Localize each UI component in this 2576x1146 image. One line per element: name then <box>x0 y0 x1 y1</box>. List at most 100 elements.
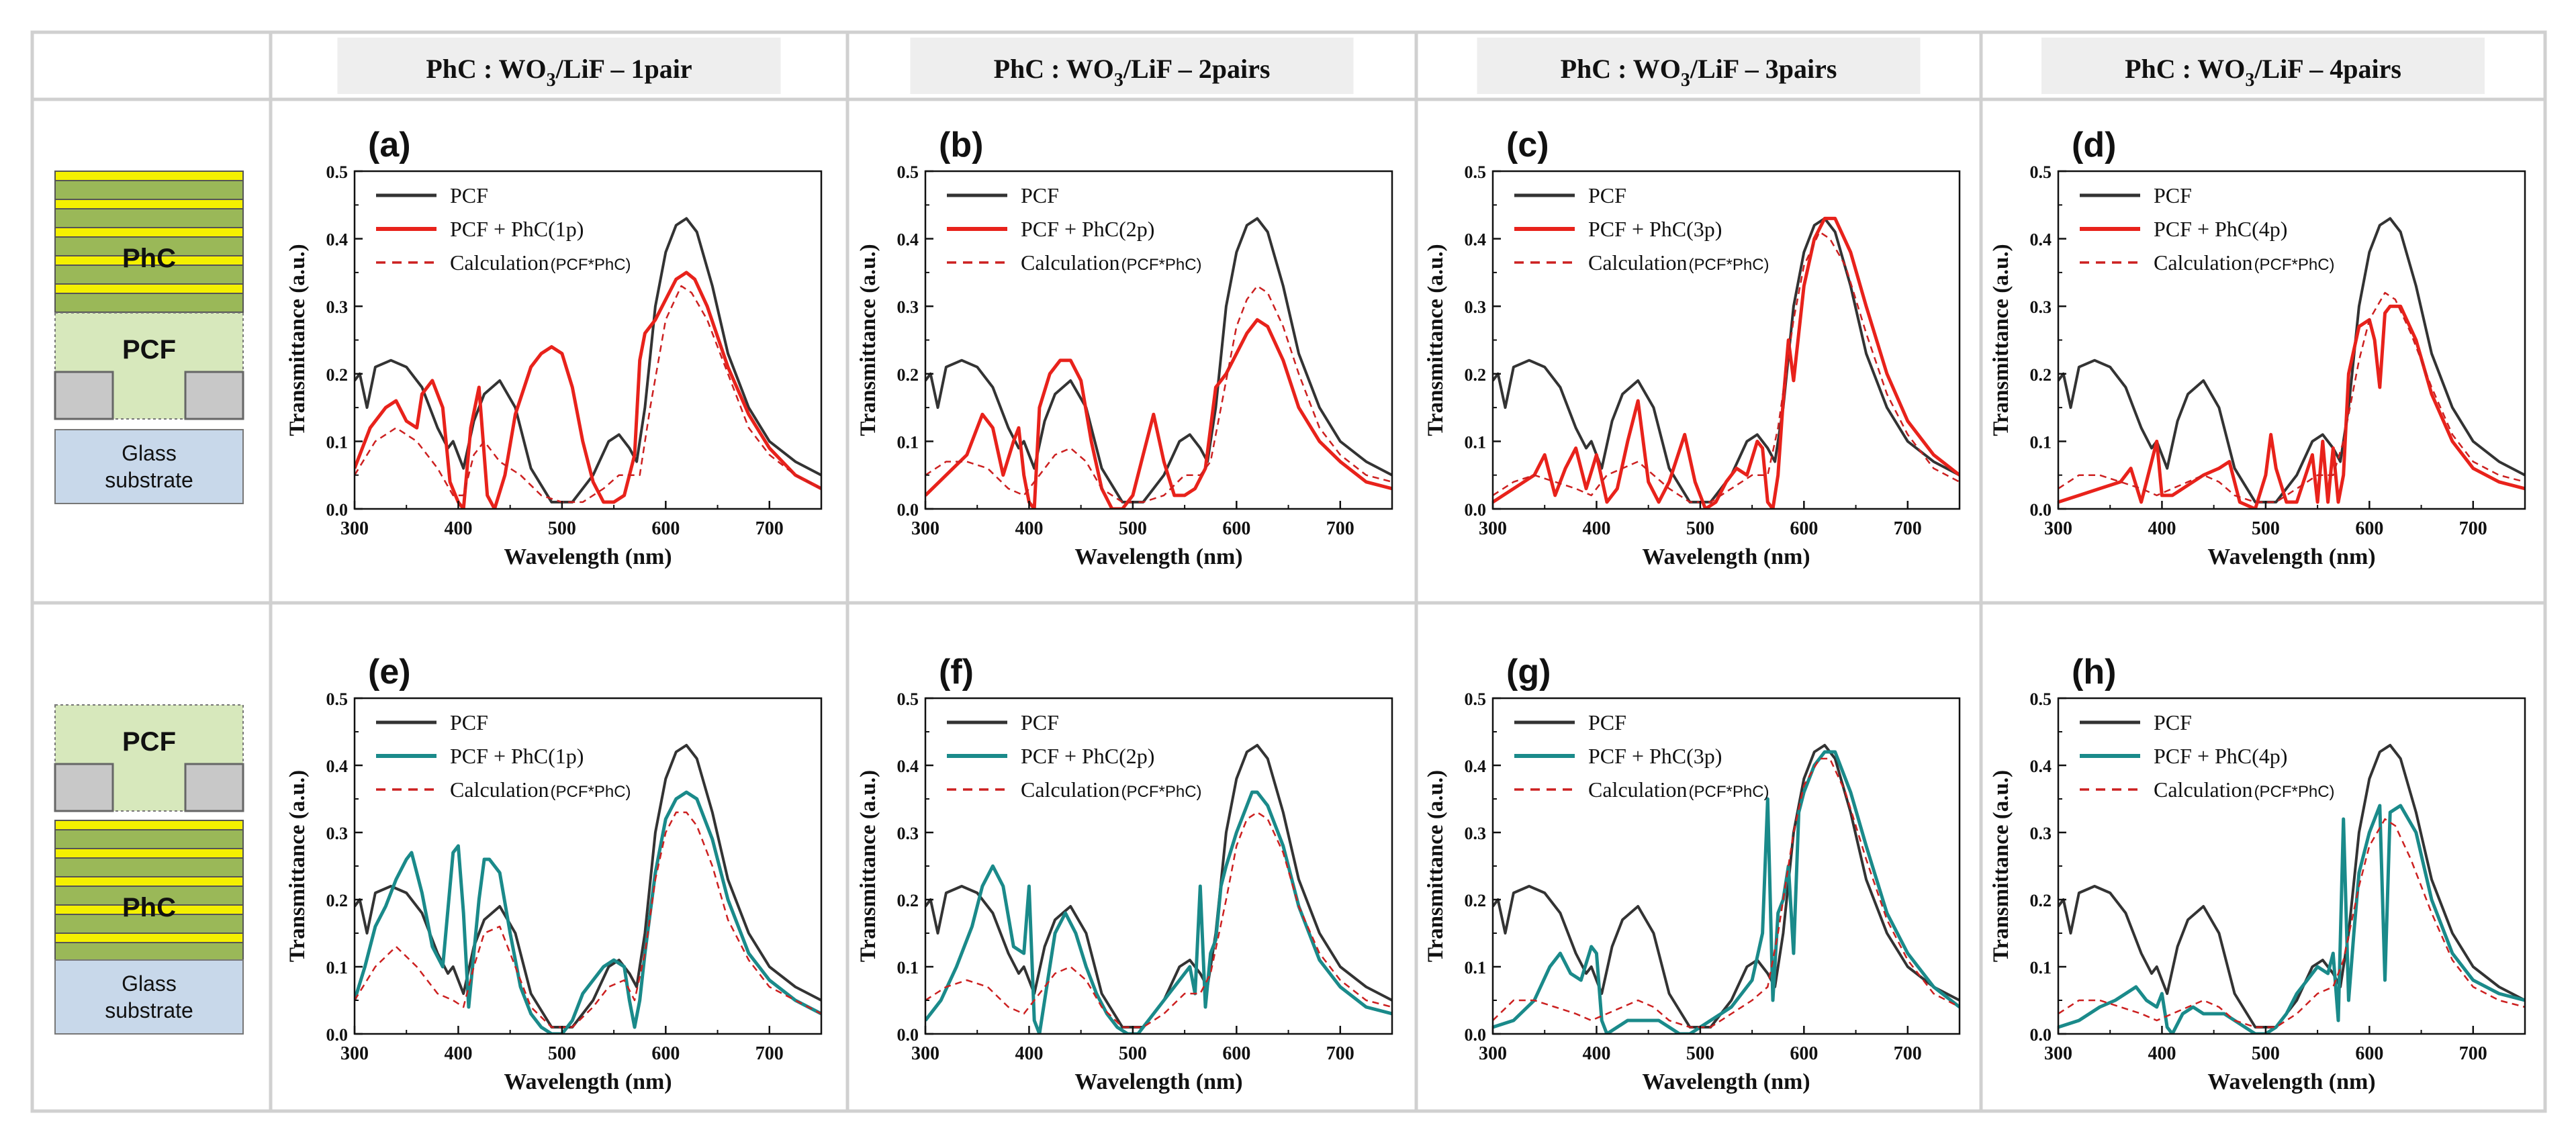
y-tick-label: 0.3 <box>326 297 349 317</box>
x-tick-label: 500 <box>1119 518 1147 539</box>
series-line-calc <box>925 285 1392 504</box>
panel-d: 300 400 500 600 700 0.0 0.1 0.2 0.3 0.4 0.5 Wavelen… <box>1989 126 2526 569</box>
x-tick-label: 300 <box>911 1043 939 1064</box>
y-tick-label: 0.1 <box>1465 432 1487 452</box>
schematic-top: PhC PCF Glass substrate <box>54 171 244 504</box>
series-line-calc <box>355 285 821 504</box>
legend-label-calc-suffix: (PCF*PhC) <box>1689 783 1769 801</box>
y-tick-label: 0.0 <box>2030 500 2052 520</box>
y-tick-label: 0.0 <box>1465 500 1487 520</box>
column-header-1: PhC : WO3/LiF – 1pair <box>426 54 692 91</box>
legend-label-pcf: PCF <box>450 710 488 734</box>
x-tick-label: 600 <box>2355 518 2383 539</box>
y-tick-label: 0.4 <box>1465 757 1487 776</box>
figure-frame <box>30 30 2547 1113</box>
legend-label-top_sample: PCF + PhC(1p) <box>450 217 584 241</box>
legend-label-calc-suffix: (PCF*PhC) <box>551 256 631 274</box>
x-tick-label: 700 <box>1894 518 1922 539</box>
y-tick-label: 0.2 <box>1465 365 1487 385</box>
column-header-suffix: /LiF – 1pair <box>555 54 692 84</box>
y-tick-label: 0.0 <box>326 500 349 520</box>
panel-letter: (a) <box>368 126 411 164</box>
series-line-bottom_sample <box>2058 804 2525 1034</box>
x-axis-label: Wavelength (nm) <box>1074 1069 1242 1094</box>
column-header-sub: 3 <box>547 70 556 91</box>
series-line-calc <box>1493 757 1960 1029</box>
phc-layer-wo3 <box>54 848 244 859</box>
y-tick-label: 0.5 <box>897 689 919 709</box>
y-tick-label: 0.2 <box>1465 891 1487 910</box>
y-tick-label: 0.4 <box>2030 757 2052 776</box>
legend-label-top_sample: PCF + PhC(4p) <box>2154 217 2287 241</box>
schematic-label-phc: PhC <box>122 244 176 273</box>
x-axis-label: Wavelength (nm) <box>1642 1069 1810 1094</box>
y-axis-label: Transmittance (a.u.) <box>285 770 310 962</box>
y-tick-label: 0.3 <box>326 824 349 843</box>
pcf-pillar-right <box>184 371 244 420</box>
x-tick-label: 700 <box>755 518 784 539</box>
x-tick-label: 700 <box>2459 518 2487 539</box>
x-tick-label: 400 <box>444 1043 472 1064</box>
legend-label-pcf: PCF <box>450 183 488 207</box>
y-tick-label: 0.0 <box>897 500 919 520</box>
x-tick-label: 300 <box>1479 518 1507 539</box>
glass-substrate <box>54 959 244 1035</box>
y-axis-label: Transmittance (a.u.) <box>1989 244 2013 436</box>
schematic-label-phc: PhC <box>122 893 176 922</box>
column-header-suffix: /LiF – 4pairs <box>2254 54 2401 84</box>
y-tick-label: 0.3 <box>897 824 919 843</box>
y-axis-label: Transmittance (a.u.) <box>1989 770 2013 962</box>
x-tick-label: 500 <box>2252 1043 2280 1064</box>
legend-label-bottom_sample: PCF + PhC(3p) <box>1588 744 1722 768</box>
x-tick-label: 600 <box>1222 518 1250 539</box>
y-tick-label: 0.1 <box>897 432 919 452</box>
panel-c: 300 400 500 600 700 0.0 0.1 0.2 0.3 0.4 0.5 Wavelen… <box>1424 126 1961 569</box>
schematic-label-glass: Glass <box>122 441 177 465</box>
x-tick-label: 300 <box>2044 518 2072 539</box>
y-tick-label: 0.0 <box>1465 1025 1487 1045</box>
y-axis-label: Transmittance (a.u.) <box>1424 244 1448 436</box>
x-tick-label: 300 <box>2044 1043 2072 1064</box>
x-axis-label: Wavelength (nm) <box>504 544 672 569</box>
y-tick-label: 0.4 <box>2030 230 2052 250</box>
phc-layer-lif <box>54 942 244 962</box>
legend-label-bottom_sample: PCF + PhC(2p) <box>1021 744 1154 768</box>
column-header-sub: 3 <box>1681 70 1690 91</box>
y-tick-label: 0.3 <box>897 297 919 317</box>
column-header-prefix: PhC : WO <box>1561 54 1681 84</box>
x-tick-label: 400 <box>1582 518 1610 539</box>
x-tick-label: 300 <box>340 1043 369 1064</box>
y-tick-label: 0.0 <box>2030 1025 2052 1045</box>
y-tick-label: 0.2 <box>326 365 349 385</box>
series-line-top_sample <box>1493 216 1960 509</box>
pcf-pillar-right <box>184 763 244 812</box>
y-tick-label: 0.1 <box>2030 958 2052 977</box>
panel-b: 300 400 500 600 700 0.0 0.1 0.2 0.3 0.4 0.5 Wavelen… <box>856 126 1393 569</box>
legend-label-pcf: PCF <box>1021 710 1059 734</box>
panel-h: 300 400 500 600 700 0.0 0.1 0.2 0.3 0.4 0.5 Wavelen… <box>1989 653 2526 1094</box>
pcf-pillar-left <box>54 763 114 812</box>
legend-label-calc-suffix: (PCF*PhC) <box>551 783 631 801</box>
glass-substrate <box>54 429 244 504</box>
column-header-bg <box>337 38 781 94</box>
y-tick-label: 0.2 <box>2030 365 2052 385</box>
y-tick-label: 0.1 <box>326 432 349 452</box>
y-tick-label: 0.5 <box>897 162 919 182</box>
x-tick-label: 500 <box>1119 1043 1147 1064</box>
schematic-label-pcf: PCF <box>122 727 176 757</box>
y-tick-label: 0.1 <box>897 958 919 977</box>
phc-layer-lif <box>54 293 244 313</box>
y-tick-label: 0.5 <box>1465 162 1487 182</box>
x-tick-label: 400 <box>1015 1043 1043 1064</box>
legend-label-calc: Calculation <box>1588 250 1688 275</box>
phc-layer-lif <box>54 914 244 934</box>
phc-layer-wo3 <box>54 283 244 294</box>
series-line-bottom_sample <box>925 790 1392 1034</box>
y-tick-label: 0.5 <box>2030 689 2052 709</box>
y-tick-label: 0.0 <box>326 1025 349 1045</box>
series-line-calc <box>925 811 1392 1029</box>
panel-e: 300 400 500 600 700 0.0 0.1 0.2 0.3 0.4 0.5 Wavelen… <box>285 653 823 1094</box>
phc-layer-wo3 <box>54 933 244 943</box>
x-tick-label: 600 <box>1790 518 1818 539</box>
legend-label-pcf: PCF <box>1021 183 1059 207</box>
